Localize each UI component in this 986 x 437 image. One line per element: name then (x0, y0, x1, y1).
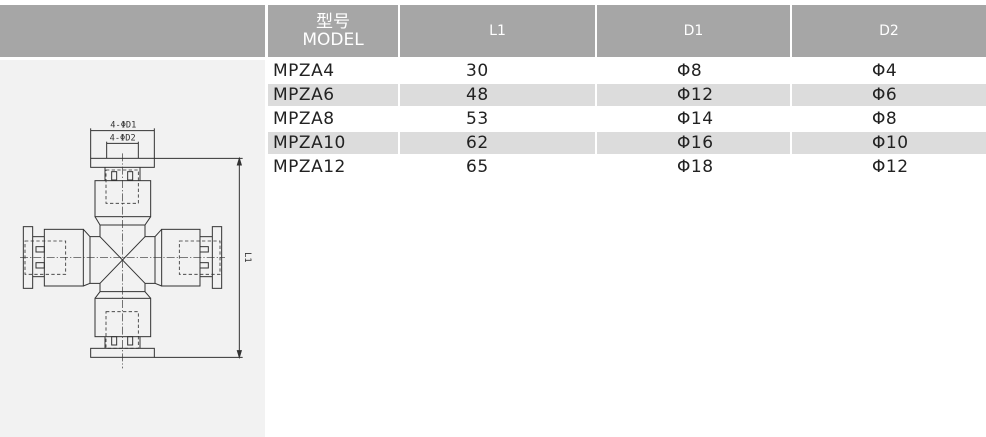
cell-model: MPZA6 (268, 84, 398, 106)
cell-model: MPZA10 (268, 132, 398, 154)
cell-d2: Φ4 (872, 61, 898, 81)
svg-text:4-ΦD2: 4-ΦD2 (110, 134, 136, 144)
cell-d2: Φ12 (872, 157, 909, 177)
svg-text:L1: L1 (242, 252, 252, 262)
cross-fitting-drawing: 4-ΦD1 4-ΦD2 (20, 120, 252, 369)
cell-d1: Φ18 (677, 157, 714, 177)
table-row: MPZA4 30 Φ8 Φ4 (268, 60, 986, 82)
header-model: 型号 MODEL (268, 5, 398, 57)
cell-l1: 53 (466, 109, 489, 129)
header-model-cn: 型号 (316, 11, 350, 32)
cell-l1: 48 (400, 84, 595, 106)
cell-d2: Φ8 (872, 109, 898, 129)
dimension-d1: 4-ΦD1 (90, 120, 155, 159)
header-l1: L1 (400, 5, 595, 57)
table-row: MPZA8 53 Φ14 Φ8 (268, 108, 986, 130)
cell-d1: Φ8 (677, 61, 703, 81)
cell-l1: 65 (466, 157, 489, 177)
cell-d1: Φ16 (597, 132, 790, 154)
dimension-l: L1 (154, 156, 252, 360)
cell-d1: Φ12 (597, 84, 790, 106)
cell-model: MPZA8 (273, 109, 335, 129)
header-model-en: MODEL (302, 29, 364, 50)
dimension-d2: 4-ΦD2 (106, 134, 139, 159)
table-row: MPZA6 48 Φ12 Φ6 (268, 84, 986, 106)
cell-model: MPZA4 (273, 61, 335, 81)
svg-text:4-ΦD1: 4-ΦD1 (110, 120, 136, 130)
table-row: MPZA10 62 Φ16 Φ10 (268, 132, 986, 154)
header-d2: D2 (792, 5, 986, 57)
table-row: MPZA12 65 Φ18 Φ12 (268, 156, 986, 178)
cell-d1: Φ14 (677, 109, 714, 129)
header-blank (0, 5, 265, 57)
header-d1: D1 (597, 5, 790, 57)
cell-l1: 30 (466, 61, 489, 81)
cell-model: MPZA12 (273, 157, 346, 177)
cell-d2: Φ10 (792, 132, 986, 154)
drawing-panel: 4-ΦD1 4-ΦD2 (0, 60, 265, 437)
cell-l1: 62 (400, 132, 595, 154)
cell-d2: Φ6 (792, 84, 986, 106)
